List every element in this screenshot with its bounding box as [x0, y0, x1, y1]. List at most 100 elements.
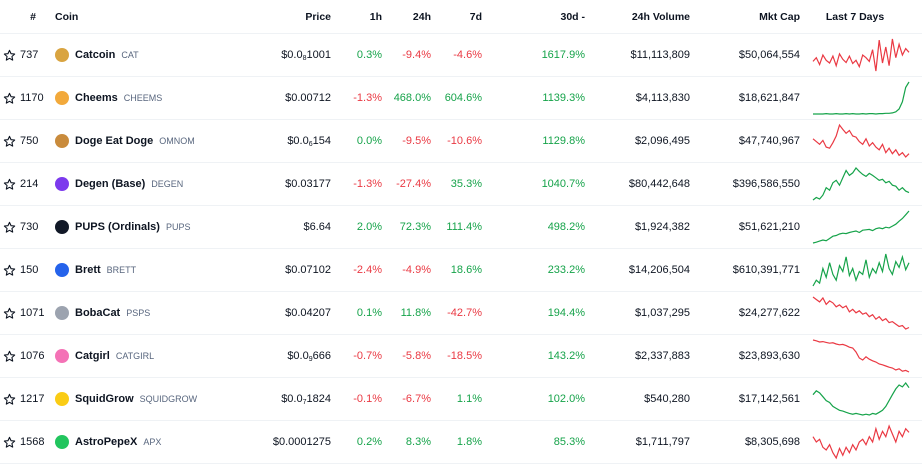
coin-link[interactable]: BobaCat PSPS: [55, 292, 275, 334]
sparkline-7d: [812, 206, 910, 248]
header-volume[interactable]: 24h Volume: [631, 10, 690, 23]
header-mcap[interactable]: Mkt Cap: [759, 10, 800, 23]
price-zero-count: 9: [308, 355, 313, 363]
change-24h: 11.8%: [400, 307, 431, 319]
coin-symbol: PUPS: [165, 222, 191, 232]
cheems-icon: [55, 91, 69, 105]
header-price[interactable]: Price: [305, 10, 331, 23]
change-7d: 604.6%: [444, 92, 482, 104]
sparkline-chart: [812, 38, 910, 72]
coin-link[interactable]: Catcoin CAT: [55, 34, 275, 76]
price: $0.03177: [230, 163, 331, 205]
coin-symbol: BRETT: [106, 265, 137, 275]
price-prefix: $0.00712: [285, 92, 331, 104]
rank: 1076: [20, 350, 45, 362]
change-7d: -4.6%: [453, 49, 482, 61]
sparkline-7d: [812, 77, 910, 119]
star-icon: [3, 135, 16, 147]
price-digits: 154: [312, 135, 331, 147]
table-row[interactable]: 1568 AstroPepeX APX $0.0001275 0.2% 8.3%…: [0, 421, 922, 464]
change-7d: 1.8%: [456, 436, 482, 448]
table-row[interactable]: 1170 Cheems CHEEMS $0.00712 -1.3% 468.0%…: [0, 77, 922, 120]
favorite-star-button[interactable]: [3, 249, 17, 291]
coin-link[interactable]: PUPS (Ordinals) PUPS: [55, 206, 275, 248]
favorite-star-button[interactable]: [3, 378, 17, 420]
table-row[interactable]: 730 PUPS (Ordinals) PUPS $6.64 2.0% 72.3…: [0, 206, 922, 249]
table-row[interactable]: 1217 SquidGrow SQUIDGROW $0.0 7 1824 -0.1%…: [0, 378, 922, 421]
sparkline-7d: [812, 292, 910, 334]
sparkline-line: [812, 167, 910, 201]
favorite-star-button[interactable]: [3, 34, 17, 76]
volume-24h: $1,711,797: [635, 436, 690, 448]
favorite-star-button[interactable]: [3, 163, 17, 205]
table-row[interactable]: 214 Degen (Base) DEGEN $0.03177 -1.3% -2…: [0, 163, 922, 206]
price-digits: 666: [312, 350, 331, 362]
sparkline-line: [812, 382, 910, 416]
header-rank[interactable]: #: [30, 10, 36, 23]
coin-symbol: DEGEN: [151, 179, 184, 189]
sparkline-line: [812, 210, 910, 244]
market-cap: $51,621,210: [738, 221, 800, 233]
sparkline-line: [813, 81, 910, 115]
change-30d: 102.0%: [547, 393, 585, 405]
table-row[interactable]: 737 Catcoin CAT $0.0 8 1001 0.3% -9.4% -4.…: [0, 34, 922, 77]
table-row[interactable]: 1076 Catgirl CATGIRL $0.0 9 666 -0.7% -5.8…: [0, 335, 922, 378]
coin-name: Catcoin: [75, 49, 116, 61]
price-zero-count: 6: [308, 140, 313, 148]
price: $0.0 9 666: [230, 335, 331, 377]
sparkline-chart: [812, 339, 910, 373]
favorite-star-button[interactable]: [3, 335, 17, 377]
market-cap: $23,893,630: [738, 350, 800, 362]
price: $0.0 8 1001: [230, 34, 331, 76]
star-icon: [3, 436, 16, 448]
sparkline-chart: [812, 424, 910, 460]
change-30d: 194.4%: [547, 307, 585, 319]
favorite-star-button[interactable]: [3, 421, 17, 463]
sparkline-chart: [812, 167, 910, 201]
coin-link[interactable]: SquidGrow SQUIDGROW: [55, 378, 275, 420]
market-cap: $24,277,622: [738, 307, 800, 319]
sparkline-7d: [812, 421, 910, 463]
market-cap: $50,064,554: [738, 49, 800, 61]
coin-link[interactable]: Cheems CHEEMS: [55, 77, 275, 119]
favorite-star-button[interactable]: [3, 292, 17, 334]
rank: 730: [20, 221, 39, 233]
table-row[interactable]: 750 Doge Eat Doge OMNOM $0.0 6 154 0.0% -9…: [0, 120, 922, 163]
sort-indicator: -: [581, 10, 586, 23]
market-cap: $47,740,967: [738, 135, 800, 147]
coin-link[interactable]: Catgirl CATGIRL: [55, 335, 275, 377]
sparkline-chart: [812, 382, 910, 416]
sparkline-7d: [812, 120, 910, 162]
sparkline-line: [812, 339, 910, 373]
price-prefix: $0.0: [287, 350, 309, 362]
favorite-star-button[interactable]: [3, 206, 17, 248]
header-coin[interactable]: Coin: [55, 10, 79, 23]
favorite-star-button[interactable]: [3, 120, 17, 162]
change-24h: 8.3%: [405, 436, 431, 448]
header-24h[interactable]: 24h: [412, 10, 431, 23]
table-row[interactable]: 1071 BobaCat PSPS $0.04207 0.1% 11.8% -4…: [0, 292, 922, 335]
favorite-star-button[interactable]: [3, 77, 17, 119]
coin-link[interactable]: AstroPepeX APX: [55, 421, 275, 463]
header-30d[interactable]: 30d -: [484, 0, 585, 33]
price-prefix: $6.64: [303, 221, 331, 233]
brett-icon: [55, 263, 69, 277]
volume-24h: $1,924,382: [634, 221, 690, 233]
coin-link[interactable]: Degen (Base) DEGEN: [55, 163, 275, 205]
sparkline-line: [812, 253, 910, 287]
coin-link[interactable]: Brett BRETT: [55, 249, 275, 291]
change-7d: 111.4%: [446, 221, 482, 233]
table-row[interactable]: 150 Brett BRETT $0.07102 -2.4% -4.9% 18.…: [0, 249, 922, 292]
header-7d[interactable]: 7d: [469, 10, 482, 23]
degen-icon: [55, 177, 69, 191]
star-icon: [3, 350, 16, 362]
catcoin-icon: [55, 48, 69, 62]
header-1h[interactable]: 1h: [369, 10, 382, 23]
star-icon: [3, 49, 16, 61]
coin-link[interactable]: Doge Eat Doge OMNOM: [55, 120, 275, 162]
star-icon: [3, 221, 16, 233]
market-cap: $17,142,561: [738, 393, 800, 405]
star-icon: [3, 264, 16, 276]
change-30d: 1139.3%: [542, 92, 585, 104]
